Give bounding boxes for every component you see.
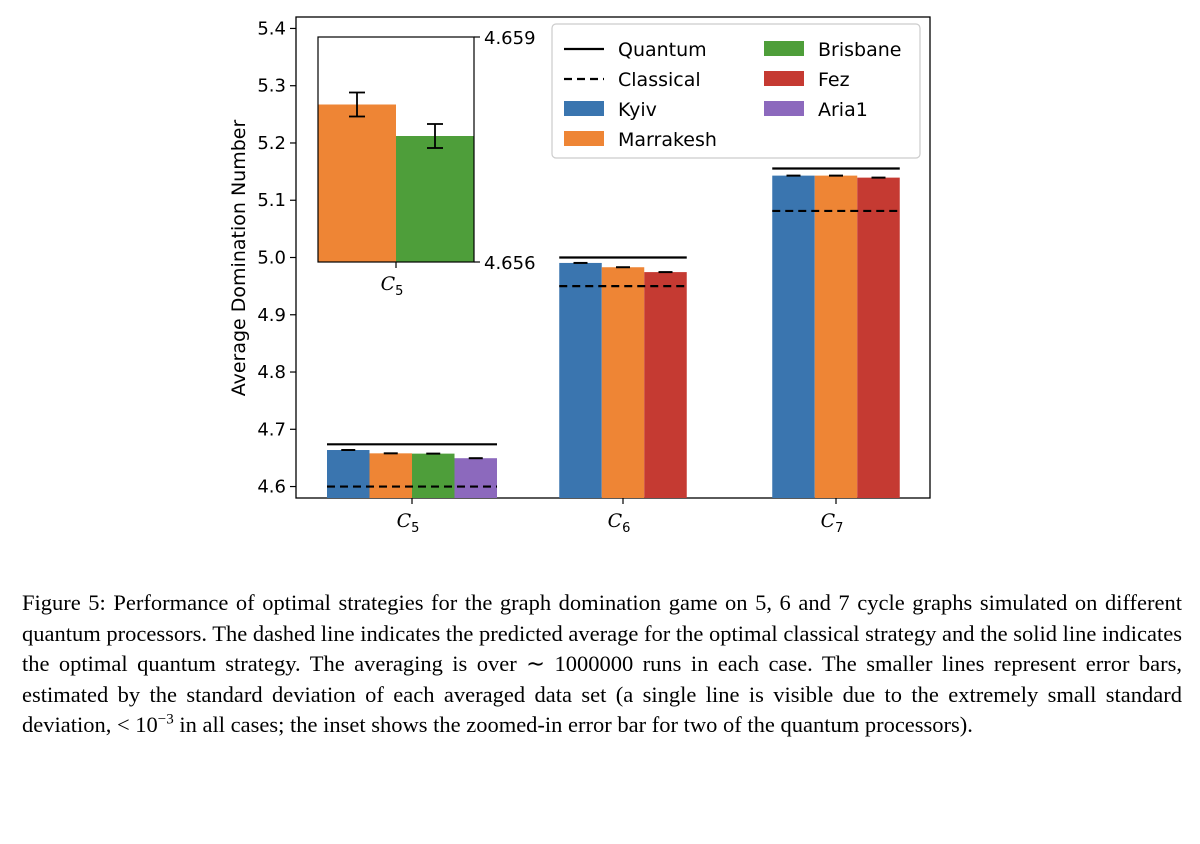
bar-kyiv: [772, 175, 815, 498]
category-subscript: 5: [395, 284, 403, 299]
legend-label: Brisbane: [818, 39, 901, 61]
bar-marrakesh: [814, 175, 858, 498]
bar-marrakesh: [369, 453, 412, 498]
main-plot: 4.6 4.7 4.8 4.9 5.0 5.1 5.2 5.3 5.4 Average Domin…: [228, 16, 931, 536]
legend: Quantum Classical Kyiv Marrakesh Brisbane Fez…: [551, 23, 921, 159]
y-tick-label: 5.3: [257, 76, 286, 97]
inset-bar-brisbane: [396, 136, 474, 262]
bar-aria1: [454, 458, 497, 498]
legend-swatch-fez: [764, 71, 804, 86]
legend-label: Kyiv: [618, 99, 657, 121]
legend-label: Classical: [618, 69, 701, 91]
bar-fez: [857, 177, 900, 499]
category-letter: C: [397, 510, 412, 532]
caption-line: graphs simulated on different quantum pr…: [22, 590, 1182, 646]
legend-label: Aria1: [818, 99, 868, 121]
inset-y-tick-label: 4.656: [484, 253, 536, 274]
caption-line: for the optimal classical strategy and t…: [22, 620, 1183, 677]
category-letter: C: [381, 273, 396, 295]
caption-line: standard deviation, < 10: [22, 681, 1183, 738]
figure-caption: Figure 5: Performance of optimal strateg…: [22, 588, 1182, 741]
x-tick-label: C6: [608, 510, 631, 536]
legend-box: [551, 23, 921, 159]
bar-brisbane: [412, 453, 455, 498]
caption-line: averaging is over ∼ 1000000 runs in each…: [22, 651, 1183, 707]
y-tick-label: 4.6: [257, 477, 286, 498]
bar-marrakesh: [601, 267, 645, 498]
legend-swatch-marrakesh: [564, 131, 604, 146]
y-tick-label: 5.1: [257, 190, 286, 211]
y-tick-label: 5.4: [257, 18, 286, 39]
caption-line: processors).: [864, 712, 973, 737]
legend-label: Marrakesh: [618, 129, 717, 151]
caption-exponent: −3: [157, 711, 174, 728]
caption-line: in all cases; the inset shows the zoomed…: [173, 712, 860, 737]
x-tick-label: C5: [397, 510, 420, 536]
figure: 4.6 4.7 4.8 4.9 5.0 5.1 5.2 5.3 5.4 Average Domin…: [228, 16, 931, 536]
category-subscript: 7: [835, 521, 843, 536]
inset-y-tick-label: 4.659: [484, 28, 536, 49]
legend-swatch-aria1: [764, 101, 804, 116]
x-tick-label: C7: [821, 510, 844, 536]
bar-fez: [644, 272, 687, 498]
inset-x-tick-label: C5: [381, 273, 404, 299]
y-tick-label: 4.7: [257, 419, 286, 440]
category-letter: C: [821, 510, 836, 532]
bar-kyiv: [559, 262, 602, 498]
y-tick-label: 4.9: [257, 305, 286, 326]
category-subscript: 6: [622, 521, 630, 536]
y-axis-label: Average Domination Number: [228, 120, 250, 397]
caption-line: Figure 5: Performance of optimal strateg…: [22, 590, 905, 615]
y-tick-label: 5.2: [257, 133, 286, 154]
legend-swatch-kyiv: [564, 101, 604, 116]
legend-swatch-brisbane: [764, 41, 804, 56]
caption-line: the standard deviation of each averaged …: [149, 681, 1097, 707]
legend-label: Quantum: [618, 39, 707, 61]
bar-kyiv: [327, 450, 370, 498]
category-subscript: 5: [411, 521, 419, 536]
inset-plot: 4.656 4.659 C5: [317, 28, 536, 299]
y-tick-label: 5.0: [257, 248, 286, 269]
category-letter: C: [608, 510, 623, 532]
y-tick-label: 4.8: [257, 362, 286, 383]
legend-label: Fez: [818, 69, 850, 91]
inset-bar-marrakesh: [318, 104, 396, 262]
